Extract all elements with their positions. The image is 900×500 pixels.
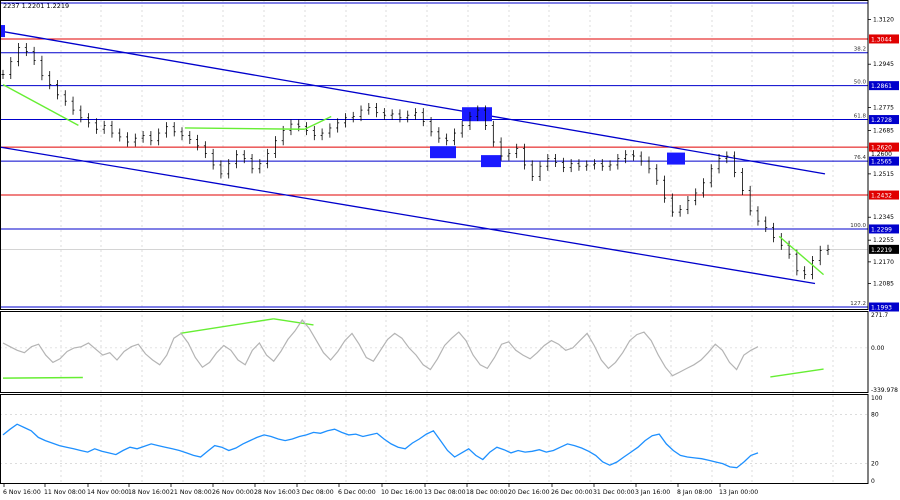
time-axis-label: 13 Jan 00:00 [719,489,758,496]
price-axis-tick: 1.2685 [873,128,894,135]
price-divergence-line [778,235,825,276]
red-price-tag [869,34,899,44]
time-axis-label: 11 Nov 08:00 [44,489,86,496]
price-axis-tick: 1.2170 [873,259,894,266]
fib-level-label: 100.0 [850,223,866,229]
fib-price-tag-text: 1.2861 [871,83,892,90]
time-axis-label: 28 Nov 16:00 [254,489,296,496]
fib-level-label: 38.2 [854,47,866,53]
time-axis-label: 3 Dec 08:00 [296,489,334,496]
fib-price-tag-text: 1.2728 [871,117,892,124]
cci-axis-tick: 271.7 [871,312,888,319]
price-axis-tick: 1.2775 [873,105,894,112]
axes: 1.2861 1.2728 1.2565 1.2299 1.1993 1.3044 1.26… [3,17,899,496]
red-price-tag-text: 1.2620 [871,145,892,152]
fib-price-tag-text: 1.1993 [871,305,892,312]
price-bars [1,43,830,280]
price-divergence-line [184,127,305,130]
panel-frame [0,0,869,310]
rsi-axis-tick: 80 [871,411,879,418]
level-box [481,155,501,168]
time-axis-label: 26 Nov 00:00 [212,489,254,496]
rsi-axis-tick: 0 [871,478,875,485]
time-axis-label: 21 Nov 08:00 [170,489,212,496]
level-box [462,107,492,122]
red-price-tag [869,142,899,152]
downtrend-channel [0,30,826,285]
time-axis-label: 26 Dec 00:00 [551,489,593,496]
rsi-panel [0,414,868,469]
red-price-tag-text: 1.2432 [871,193,892,200]
rsi-line [2,423,759,469]
extra-price-tag-text: 1.2600 [871,151,892,158]
fib-price-tag [869,156,899,166]
current-price-tag-text: 1.2219 [871,247,892,254]
ohlc-header: 2237 1.2201 1.2219 [3,2,69,10]
cci-divergence-line [180,318,274,335]
cci-divergence-line [770,368,824,378]
channel-upper-line [0,30,826,175]
time-axis-label: 13 Dec 08:00 [424,489,466,496]
level-box [667,152,685,165]
level-box [430,146,456,159]
time-axis-label: 3 Jan 16:00 [635,489,670,496]
fib-level-label: 127.2 [850,301,866,307]
time-axis-label: 8 Jan 08:00 [677,489,712,496]
price-axis-tick: 1.2945 [873,61,894,68]
fib-level-label: 23.6 [854,0,867,3]
price-divergence-line [2,83,79,127]
time-axis-label: 18 Nov 16:00 [128,489,170,496]
divergence-lines [2,83,825,379]
rsi-axis-tick: 100 [871,395,883,402]
price-axis-tick: 1.2255 [873,237,894,244]
level-box [0,25,5,38]
time-axis-label: 18 Dec 00:00 [466,489,508,496]
time-axis-label: 20 Dec 16:00 [508,489,550,496]
price-axis-tick: 1.2345 [873,214,894,221]
level-boxes [0,25,685,168]
fib-level-label: 50.0 [854,80,867,86]
grid [60,0,834,484]
price-axis-tick: 1.3120 [873,17,894,24]
fib-price-tag [869,224,899,234]
price-divergence-line [304,115,332,130]
price-axis-tick: 1.2085 [873,281,894,288]
panel-frame [0,394,869,484]
red-price-tag-text: 1.3044 [871,36,892,43]
cci-axis-tick: 0.00 [871,345,885,352]
panel-frames [0,0,869,484]
time-axis-label: 14 Nov 00:00 [87,489,129,496]
panel-frame [0,311,869,393]
cci-divergence-line [273,318,314,326]
fib-price-tag [869,115,899,125]
channel-lower-line [0,146,816,285]
cci-panel [0,318,868,377]
fib-price-tag-text: 1.2299 [871,226,892,233]
fib-level-label: 76.4 [854,155,867,161]
fib-price-tag [869,302,899,312]
cci-divergence-line [2,376,83,379]
price-axis-tick: 1.2515 [873,171,894,178]
fib-price-tag-text: 1.2565 [871,159,892,166]
red-price-tag [869,190,899,200]
time-axis-label: 6 Dec 00:00 [338,489,376,496]
fib-level-label: 61.8 [854,114,867,120]
time-axis-label: 31 Dec 00:00 [593,489,635,496]
time-axis-label: 6 Nov 16:00 [3,489,41,496]
cci-axis-tick: -339.978 [871,387,898,394]
rsi-axis-tick: 20 [871,461,879,468]
fib-price-tag [869,81,899,91]
current-price-tag [869,244,899,254]
time-axis-label: 10 Dec 16:00 [381,489,423,496]
cci-line [2,318,759,377]
